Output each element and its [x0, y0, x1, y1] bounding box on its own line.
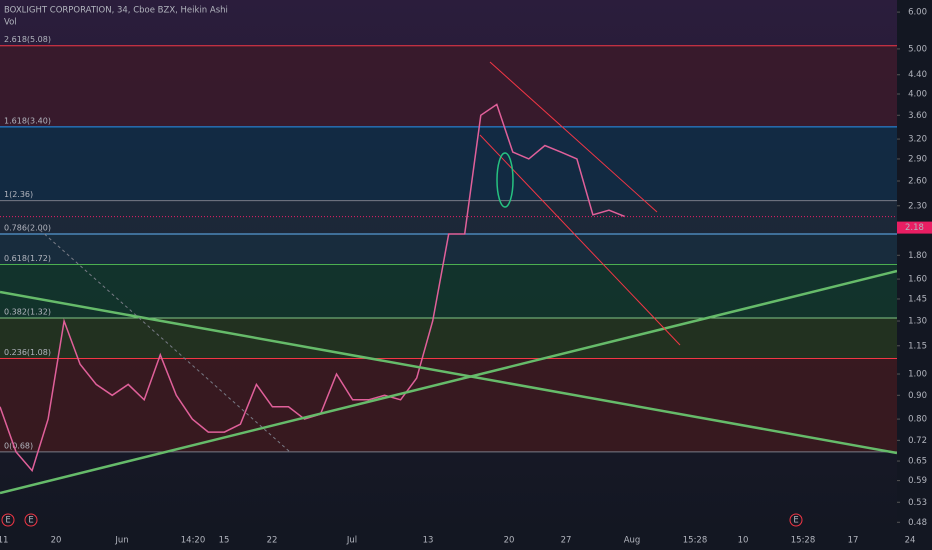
y-tick-label: 5.00 [908, 44, 927, 54]
earnings-marker [24, 513, 38, 527]
y-tick-label: 0.59 [908, 476, 927, 486]
x-tick-label: Aug [624, 536, 641, 546]
y-tick-label: 4.40 [908, 70, 927, 80]
y-tick-label: 0.80 [908, 415, 927, 425]
x-tick-label: 14:20 [181, 536, 206, 546]
earnings-label: E [28, 516, 33, 526]
x-tick-label: 27 [561, 536, 572, 546]
y-tick-label: 3.60 [908, 111, 927, 121]
last-price-box [897, 221, 932, 234]
y-tick-label: 0.72 [908, 436, 927, 446]
y-tick-label: 1.45 [908, 294, 927, 304]
price-axis [897, 0, 932, 550]
earnings-label: E [793, 516, 798, 526]
y-tick-label: 2.30 [908, 201, 927, 211]
x-tick-label: 15:28 [791, 536, 816, 546]
x-tick-label: 13 [423, 536, 434, 546]
last-price-label: 2.18 [905, 223, 924, 233]
fib-band [0, 317, 897, 359]
x-tick-label: 15:28 [683, 536, 708, 546]
earnings-marker [1, 513, 15, 527]
x-tick-label: 15 [219, 536, 230, 546]
y-tick-label: 3.20 [908, 135, 927, 145]
x-tick-label: 11 [0, 536, 8, 546]
time-axis [0, 530, 897, 550]
y-tick-label: 1.00 [908, 370, 927, 380]
fib-label: 0.382(1.32) [4, 307, 51, 316]
y-tick-label: 6.00 [908, 8, 927, 18]
fib-label: 1(2.36) [4, 190, 33, 199]
x-tick-label: 20 [51, 536, 62, 546]
indicator-label: Vol [4, 18, 17, 28]
fib-label: 0.786(2.00) [4, 224, 51, 233]
drawings [0, 61, 898, 495]
x-tick-label: 17 [848, 536, 859, 546]
x-tick-label: 24 [905, 536, 916, 546]
y-tick-label: 2.60 [908, 177, 927, 187]
x-tick-label: 20 [504, 536, 515, 546]
y-tick-label: 1.15 [908, 341, 927, 351]
earnings-label: E [5, 516, 10, 526]
fib-band [0, 358, 897, 452]
fib-label: 0(0.68) [4, 441, 33, 450]
symbol-title: BOXLIGHT CORPORATION, 34, Cboe BZX, Heik… [4, 6, 228, 16]
fib-band [0, 126, 897, 201]
fib-label: 1.618(3.40) [4, 116, 51, 125]
earnings-marker [789, 513, 803, 527]
y-tick-label: 2.90 [908, 154, 927, 164]
y-tick-label: 4.00 [908, 89, 927, 99]
y-tick-label: 0.53 [908, 498, 927, 508]
fib-label: 2.618(5.08) [4, 35, 51, 44]
x-tick-label: 10 [738, 536, 749, 546]
x-tick-label: Jun [114, 536, 128, 546]
y-tick-label: 0.48 [908, 518, 927, 528]
x-tick-label: 22 [267, 536, 278, 546]
y-tick-label: 1.60 [908, 275, 927, 285]
fib-band [0, 264, 897, 318]
y-tick-label: 1.80 [908, 251, 927, 261]
fib-band [0, 45, 897, 127]
fib-label: 0.236(1.08) [4, 348, 51, 357]
fib-band [0, 200, 897, 235]
x-tick-label: Jul [346, 536, 357, 546]
fib-label: 0.618(1.72) [4, 254, 51, 263]
y-tick-label: 0.90 [908, 391, 927, 401]
y-tick-label: 1.30 [908, 317, 927, 327]
y-tick-label: 0.65 [908, 457, 927, 467]
